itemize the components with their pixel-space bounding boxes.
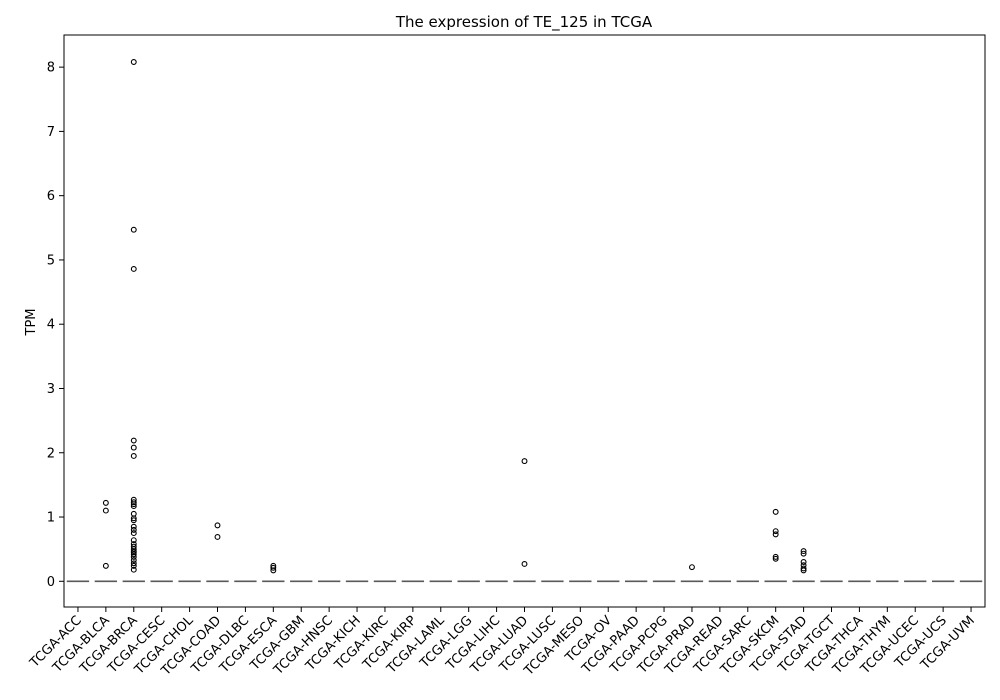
outlier-point (521, 560, 528, 567)
outlier-point (130, 453, 137, 459)
outlier-point (130, 523, 137, 530)
y-axis-label: TPM (24, 309, 39, 337)
outlier-point (130, 560, 137, 567)
outlier-point (130, 562, 137, 569)
outlier-point (130, 557, 137, 564)
outlier-point (130, 566, 137, 573)
outlier-point (130, 501, 137, 508)
y-tick-label: 7 (47, 125, 55, 140)
outlier-point (130, 499, 137, 506)
y-tick-label: 2 (47, 446, 55, 461)
outlier-point (130, 503, 137, 510)
outlier-point (772, 555, 779, 562)
outlier-point (800, 548, 807, 555)
outlier-point (130, 226, 137, 233)
outlier-point (214, 533, 221, 540)
outlier-point (214, 522, 221, 529)
y-tick-label: 6 (47, 189, 55, 204)
outlier-point (270, 567, 277, 574)
outlier-point (130, 526, 137, 533)
outlier-point (130, 265, 137, 272)
outlier-point (102, 507, 109, 514)
outlier-point (102, 562, 109, 569)
y-tick-label: 0 (47, 575, 55, 590)
outlier-point (800, 559, 807, 565)
outlier-point (130, 551, 137, 558)
y-tick-label: 8 (47, 61, 55, 76)
outlier-point (772, 531, 779, 538)
outlier-point (130, 530, 137, 537)
outlier-point (102, 499, 109, 506)
outlier-point (130, 553, 137, 560)
outlier-point (521, 458, 528, 465)
plot-area: 012345678TCGA-ACCTCGA-BLCATCGA-BRCATCGA-… (27, 34, 986, 679)
outlier-point (130, 517, 137, 524)
outlier-point (689, 564, 695, 571)
outlier-point (130, 515, 137, 522)
outlier-point (772, 528, 779, 535)
y-tick-label: 3 (47, 382, 55, 397)
y-tick-label: 4 (47, 318, 55, 333)
outlier-point (772, 508, 779, 515)
outlier-point (130, 437, 137, 444)
outlier-point (130, 444, 137, 451)
chart-title: The expression of TE_125 in TCGA (395, 13, 653, 32)
outlier-point (130, 59, 137, 65)
outlier-point (800, 550, 807, 557)
outlier-point (130, 537, 137, 544)
outlier-point (772, 553, 779, 560)
plot-frame (63, 34, 986, 608)
y-tick-label: 1 (47, 511, 55, 526)
outlier-point (800, 565, 807, 572)
outlier-point (270, 564, 277, 571)
outlier-point (800, 567, 807, 574)
y-tick-label: 5 (47, 253, 55, 268)
